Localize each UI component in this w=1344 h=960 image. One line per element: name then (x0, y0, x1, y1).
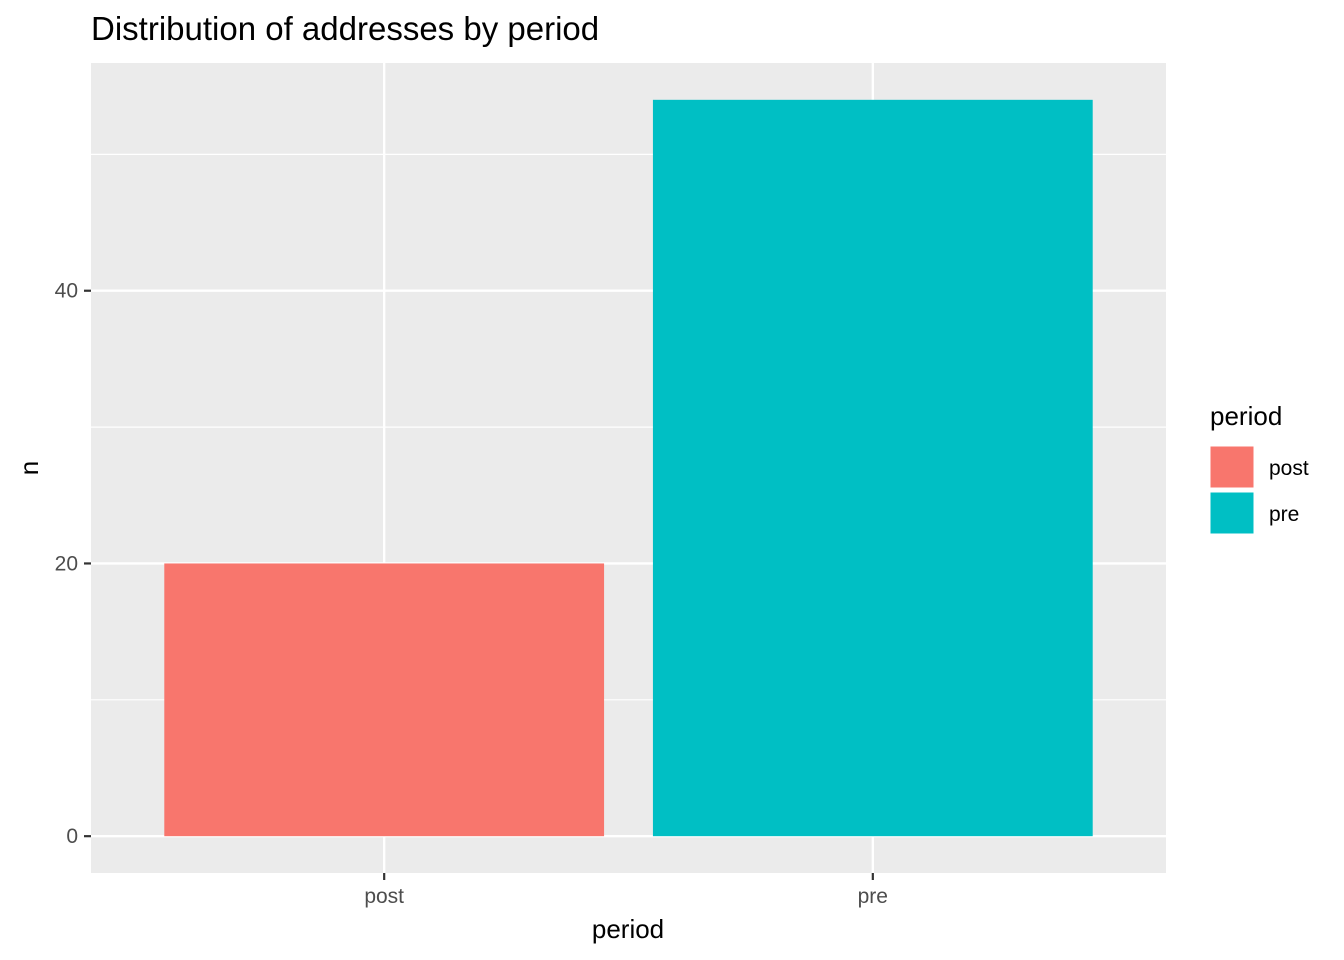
axes: 0 20 40 post pre (55, 280, 888, 908)
x-tick-label-pre: pre (858, 885, 888, 908)
bar-post (164, 563, 605, 837)
y-tick-label: 20 (55, 552, 78, 575)
legend-key-pre (1209, 491, 1255, 535)
y-tick-label: 0 (66, 825, 78, 848)
legend: period post pre (1209, 401, 1309, 535)
legend-key-post (1209, 445, 1255, 489)
legend-label-pre: pre (1269, 503, 1299, 526)
y-tick-label: 40 (55, 280, 78, 303)
chart-title: Distribution of addresses by period (91, 10, 599, 47)
legend-label-post: post (1269, 457, 1309, 480)
legend-title: period (1210, 401, 1282, 431)
y-axis-title: n (14, 461, 44, 475)
x-tick-label-post: post (364, 885, 404, 908)
bars (164, 99, 1093, 837)
x-axis-title: period (592, 914, 664, 944)
bar-pre (652, 99, 1093, 837)
